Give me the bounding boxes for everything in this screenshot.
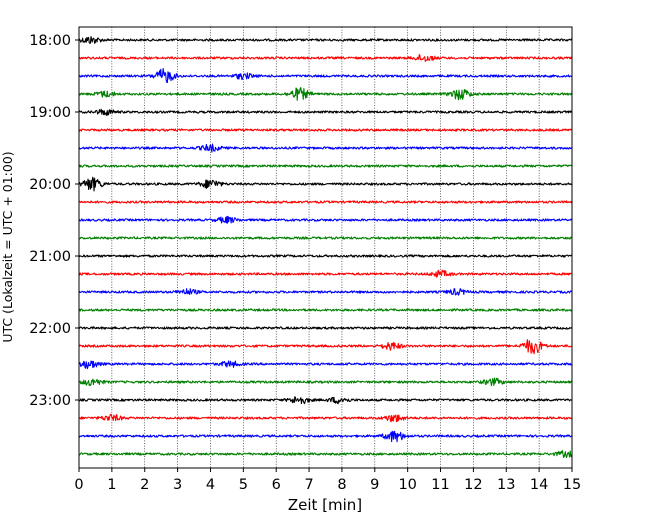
trace-2330 <box>78 430 573 443</box>
trace-1945 <box>78 164 573 168</box>
x-tick-label: 11 <box>431 477 449 493</box>
trace-2315 <box>78 413 573 423</box>
x-tick-label: 2 <box>140 477 149 493</box>
x-tick-label: 4 <box>206 477 215 493</box>
y-tick-label: 19:00 <box>29 105 71 121</box>
trace-2145 <box>78 308 573 312</box>
x-tick-label: 0 <box>74 477 83 493</box>
y-tick-label: 23:00 <box>29 393 71 409</box>
x-tick-label: 15 <box>563 477 581 493</box>
x-axis-ticks: 0 1 2 3 4 5 6 7 8 9 10 11 12 13 14 15 <box>74 468 581 493</box>
trace-2200 <box>78 326 573 330</box>
plot-frame <box>78 26 573 469</box>
trace-2245 <box>78 377 573 387</box>
trace-2030 <box>78 215 573 224</box>
x-tick-label: 14 <box>530 477 548 493</box>
x-tick-label: 3 <box>173 477 182 493</box>
trace-1845 <box>78 87 573 101</box>
trace-1900 <box>78 108 573 116</box>
y-tick-label: 20:00 <box>29 177 71 193</box>
trace-1915 <box>78 128 573 132</box>
x-tick-label: 7 <box>304 477 313 493</box>
trace-1830 <box>78 68 573 83</box>
x-tick-label: 8 <box>337 477 346 493</box>
trace-1930 <box>78 143 573 153</box>
trace-1815 <box>78 54 573 62</box>
trace-2115 <box>78 269 573 278</box>
trace-2045 <box>78 236 573 240</box>
trace-1800 <box>78 35 573 44</box>
y-tick-label: 21:00 <box>29 249 71 265</box>
x-tick-label: 6 <box>272 477 281 493</box>
trace-2130 <box>78 288 573 296</box>
x-tick-label: 10 <box>398 477 416 493</box>
trace-2015 <box>78 200 573 204</box>
x-tick-label: 13 <box>497 477 515 493</box>
y-axis-ticks: 18:00 19:00 20:00 21:00 22:00 23:00 <box>29 33 79 409</box>
x-axis-label: Zeit [min] <box>288 496 362 514</box>
x-tick-label: 5 <box>239 477 248 493</box>
trace-2100 <box>78 254 573 258</box>
y-axis-label: UTC (Lokalzeit = UTC + 01:00) <box>0 151 15 342</box>
y-tick-label: 18:00 <box>29 33 71 49</box>
trace-2230 <box>78 360 573 370</box>
trace-2000 <box>78 176 573 192</box>
x-tick-label: 1 <box>107 477 116 493</box>
x-tick-label: 9 <box>370 477 379 493</box>
trace-lines <box>78 35 573 459</box>
gridlines <box>111 27 540 468</box>
y-tick-label: 22:00 <box>29 321 71 337</box>
trace-2300 <box>78 396 573 405</box>
trace-2345 <box>78 450 573 459</box>
trace-2215 <box>78 339 573 355</box>
x-tick-label: 12 <box>464 477 482 493</box>
